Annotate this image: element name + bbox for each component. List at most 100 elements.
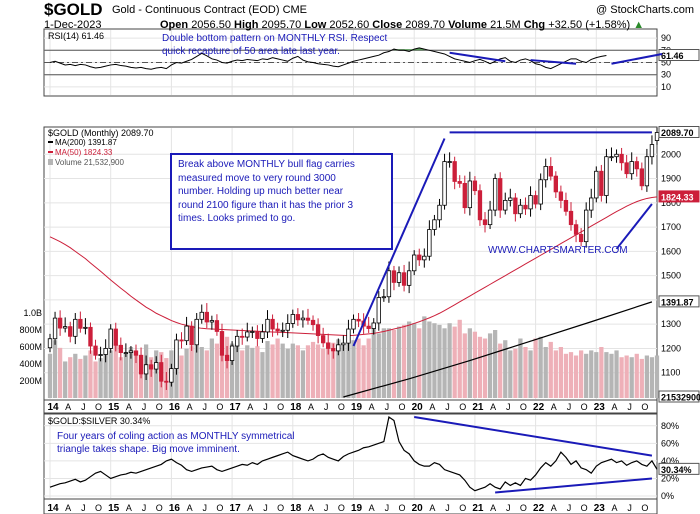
x-month-label: J bbox=[627, 402, 632, 412]
x-month-label: J bbox=[142, 402, 147, 412]
price-candle bbox=[629, 161, 634, 175]
price-candle bbox=[224, 354, 230, 361]
volume-bar bbox=[639, 358, 644, 398]
volume-bar bbox=[619, 357, 624, 398]
volume-bar bbox=[240, 350, 245, 398]
rsi-trendline bbox=[611, 52, 663, 65]
price-tick-label: 1300 bbox=[661, 319, 681, 329]
volume-tick-label: 200M bbox=[19, 376, 42, 386]
price-candle bbox=[487, 209, 493, 226]
price-candle bbox=[614, 153, 619, 158]
volume-bar bbox=[300, 350, 306, 398]
volume-bar bbox=[250, 347, 255, 398]
volume-bar bbox=[568, 352, 574, 398]
open-label: Open bbox=[160, 19, 189, 31]
volume-bar bbox=[98, 358, 103, 398]
volume-bar bbox=[285, 348, 290, 398]
price-candle bbox=[513, 197, 518, 215]
x-month-label-bottom: O bbox=[95, 503, 102, 513]
price-candle bbox=[63, 326, 68, 329]
price-candle bbox=[52, 317, 58, 340]
volume-bar bbox=[644, 355, 650, 398]
price-candle bbox=[467, 180, 473, 209]
price-candle bbox=[351, 318, 356, 330]
volume-bar bbox=[533, 338, 538, 398]
volume-bar bbox=[447, 323, 452, 398]
ratio-tick-label: 0% bbox=[661, 491, 674, 501]
volume-bar bbox=[52, 340, 58, 398]
price-candle bbox=[508, 197, 513, 201]
price-candle bbox=[523, 204, 528, 210]
volume-bar bbox=[133, 355, 139, 398]
price-annotation-box: Break above MONTHLY bull flag carries me… bbox=[170, 153, 393, 250]
price-candle bbox=[93, 345, 98, 356]
volume-bar bbox=[599, 347, 604, 398]
price-candle bbox=[250, 331, 255, 333]
price-candle bbox=[47, 338, 53, 349]
price-candle bbox=[472, 180, 478, 192]
volume-bar bbox=[103, 353, 108, 398]
price-candle bbox=[169, 368, 174, 383]
price-candle bbox=[594, 170, 599, 199]
price-candle bbox=[265, 318, 270, 333]
price-candle bbox=[573, 224, 579, 235]
price-candle bbox=[270, 318, 275, 330]
price-tick-label: 1200 bbox=[661, 343, 681, 353]
price-candle bbox=[103, 348, 108, 355]
ratio-line bbox=[49, 415, 658, 492]
x-month-label-bottom: A bbox=[369, 503, 375, 513]
ma50-last-value: 1824.33 bbox=[661, 192, 694, 202]
volume-bar bbox=[184, 348, 189, 398]
price-candle bbox=[138, 354, 144, 375]
volume-bar bbox=[138, 358, 144, 398]
volume-bar bbox=[371, 323, 376, 398]
x-month-label: A bbox=[247, 402, 253, 412]
x-month-label: O bbox=[95, 402, 102, 412]
ratio-trendline bbox=[414, 416, 653, 457]
xa1-panel-frame bbox=[43, 399, 658, 414]
x-month-label-bottom: O bbox=[581, 503, 588, 513]
price-candle bbox=[255, 331, 260, 339]
price-candle bbox=[376, 297, 381, 324]
volume-bar bbox=[265, 341, 270, 398]
price-candle bbox=[240, 335, 245, 338]
x-year-label-bottom: 22 bbox=[533, 503, 545, 514]
x-month-label: O bbox=[338, 402, 345, 412]
x-month-label-bottom: O bbox=[520, 503, 527, 513]
volume-bar bbox=[305, 345, 311, 398]
price-annotation-line: Break above MONTHLY bull flag carries bbox=[178, 159, 355, 170]
volume-bar bbox=[462, 333, 467, 398]
x-year-label: 20 bbox=[412, 402, 424, 413]
rsi-title: RSI(14) 61.46 bbox=[48, 31, 104, 41]
volume-bar bbox=[295, 345, 300, 398]
x-month-label: A bbox=[369, 402, 375, 412]
x-month-label: A bbox=[611, 402, 617, 412]
price-candle bbox=[498, 178, 503, 211]
price-candle bbox=[57, 317, 63, 329]
ratio-annotation-line: Four years of coling action as MONTHLY s… bbox=[57, 431, 295, 442]
x-year-label-bottom: 18 bbox=[290, 503, 302, 514]
volume-bar bbox=[538, 336, 543, 398]
x-year-label-bottom: 17 bbox=[230, 503, 242, 514]
x-month-label: J bbox=[324, 402, 329, 412]
volume-bar bbox=[604, 352, 609, 398]
price-candle bbox=[396, 272, 402, 283]
volume-last-value-bg bbox=[658, 390, 700, 403]
price-trendline bbox=[352, 138, 446, 347]
volume-tick-label: 600M bbox=[19, 342, 42, 352]
price-candle bbox=[346, 328, 351, 344]
price-candle bbox=[437, 204, 442, 221]
price-candle bbox=[503, 199, 508, 211]
price-candle bbox=[432, 219, 437, 230]
volume-bar bbox=[235, 341, 240, 398]
x-month-label-bottom: J bbox=[203, 503, 208, 513]
price-trendline bbox=[615, 203, 653, 250]
volume-bar bbox=[548, 341, 553, 398]
x-month-label: J bbox=[203, 402, 208, 412]
price-candle bbox=[533, 195, 538, 205]
rsi-trendline bbox=[449, 51, 506, 63]
x-month-label: O bbox=[156, 402, 163, 412]
volume-last-value: 21532900 bbox=[661, 393, 700, 403]
volume-legend-swatch bbox=[48, 159, 53, 165]
rsi-tick-label: 90 bbox=[661, 33, 671, 43]
